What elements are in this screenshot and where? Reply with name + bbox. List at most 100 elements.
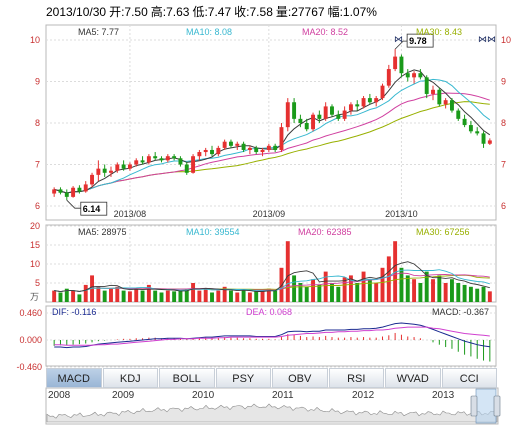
tab-psy[interactable]: PSY [215,368,271,388]
navigator-year: 2008 [48,390,71,401]
kline-y-tick-right: 9 [501,77,506,87]
volume-bar [437,275,442,302]
macd-grid [46,312,496,368]
volume-bar [468,286,473,302]
volume-bar [311,279,316,302]
volume-bar [96,286,101,302]
volume-bar [298,283,303,302]
navigator-left-handle[interactable] [470,395,478,417]
volume-bar [386,256,391,302]
volume-bar [165,290,170,302]
candle-body [456,110,461,119]
volume-bar [424,271,429,302]
volume-bar [405,275,410,302]
candle-body [260,149,265,153]
volume-ma5-legend: MA5: 28975 [78,227,127,237]
candle-body [64,192,69,197]
volume-bar [184,288,189,302]
expand-left-icon[interactable]: ⋈ [394,34,403,44]
candle-body [424,77,429,94]
expand-right-icon[interactable]: ⋈⋈ [478,34,496,44]
candle-body [197,152,202,157]
volume-ma30-legend: MA30: 67256 [416,227,470,237]
volume-bar [273,290,278,302]
candle-body [336,114,341,119]
volume-bar [191,283,196,302]
candle-body [115,164,120,171]
candle-body [52,189,57,194]
tab-cci[interactable]: CCI [441,368,497,388]
kline-y-tick-left: 6 [35,201,40,211]
volume-bar [475,288,480,302]
candle-body [140,160,145,163]
candle-body [418,73,423,78]
kline-x-tick: 2013/08 [114,209,147,219]
candle-body [146,156,151,163]
candle-body [475,131,480,134]
volume-bar [121,290,126,302]
kline-y-tick-left: 10 [30,35,40,45]
tab-macd[interactable]: MACD [46,368,102,388]
candle-body [235,143,240,146]
navigator-year: 2011 [272,390,294,401]
volume-bar [380,267,385,302]
navigator-year: 2012 [352,390,375,401]
navigator-right-handle[interactable] [493,395,501,417]
quote-open: 开:7.50 [109,5,148,19]
volume-bar [393,241,398,302]
kline-y-tick-right: 7 [501,160,506,170]
candle-body [71,187,76,197]
volume-bar [285,241,290,302]
x-tick-labels: 2013/08 2013/09 2013/10 [114,209,418,219]
macd-y-tick: 0.000 [19,335,42,345]
candle-body [342,110,347,119]
volume-bar [109,288,113,302]
candle-body [399,56,404,74]
volume-bar [367,279,372,302]
volume-bar [449,279,454,302]
navigator-year: 2009 [112,390,135,401]
volume-bar [431,279,435,302]
tab-rsi[interactable]: RSI [328,368,384,388]
candle-body [77,187,82,192]
quote-volume: 量:27767 [275,5,325,19]
min-annotation-text: 6.14 [83,204,101,214]
candle-body [96,168,101,175]
candle-body [393,56,398,70]
navigator-year: 2013 [432,390,455,401]
volume-bar [374,283,379,302]
tab-kdj[interactable]: KDJ [102,368,158,388]
volume-bar [279,267,284,302]
candle-body [374,98,379,103]
candle-body [431,89,435,94]
volume-bar [323,271,328,302]
kline-grid [46,25,496,220]
volume-bar [102,290,107,302]
tab-boll[interactable]: BOLL [159,368,215,388]
tab-obv[interactable]: OBV [272,368,328,388]
tab-wvad[interactable]: WVAD [385,368,441,388]
volume-bar [235,292,240,302]
candle-body [83,184,88,192]
volume-bar [115,286,120,302]
volume-bar [292,275,297,302]
navigator-selection[interactable] [475,388,497,424]
candle-body [311,114,316,130]
volume-bar [355,283,360,302]
volume-unit: 万 [30,292,39,302]
macd-dea-line [54,326,490,346]
volume-bar [412,279,417,302]
candle-body [153,156,158,159]
kline-ma-lines [54,69,491,194]
candle-body [437,89,442,105]
volume-y-tick: 20 [30,221,40,231]
max-annotation-box [406,33,434,48]
candle-body [165,156,170,161]
candle-body [330,106,334,115]
kline-y-tick-left: 9 [35,77,40,87]
candle-body [285,102,290,128]
volume-ma-lines [54,261,490,293]
quote-date: 2013/10/30 [46,5,107,19]
macd-panel [45,305,497,367]
